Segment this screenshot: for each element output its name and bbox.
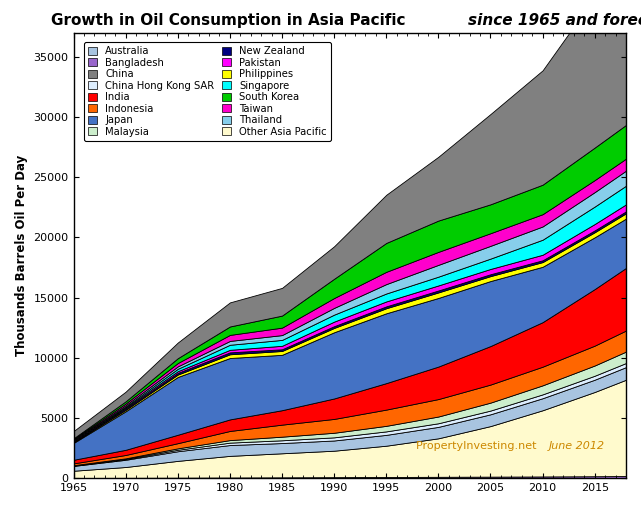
Text: June 2012: June 2012 [549, 441, 604, 452]
Text: Growth in Oil Consumption in Asia Pacific: Growth in Oil Consumption in Asia Pacifi… [51, 13, 411, 28]
Legend: Australia, Bangladesh, China, China Hong Kong SAR, India, Indonesia, Japan, Mala: Australia, Bangladesh, China, China Hong… [84, 42, 331, 141]
Text: since 1965 and forecast: since 1965 and forecast [468, 13, 641, 28]
Text: PropertyInvesting.net: PropertyInvesting.net [416, 441, 540, 452]
Y-axis label: Thousands Barrels Oil Per Day: Thousands Barrels Oil Per Day [15, 155, 28, 356]
